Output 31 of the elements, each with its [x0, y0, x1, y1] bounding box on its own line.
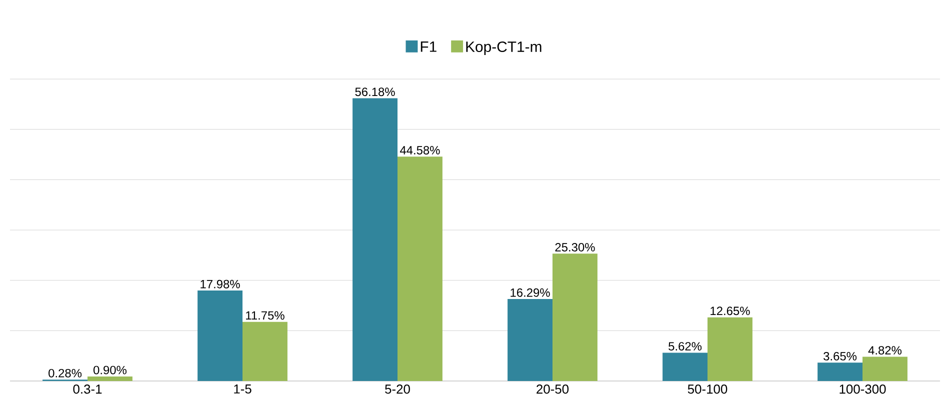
legend-label: Kop-CT1-m [466, 41, 542, 55]
bar [508, 299, 553, 381]
bar [552, 254, 598, 381]
legend-label: F1 [420, 42, 436, 52]
bar [862, 356, 908, 381]
data-label: 4.82% [868, 346, 902, 355]
x-tick-label: 100-300 [840, 384, 886, 394]
data-label: 16.29% [510, 288, 550, 297]
data-label: 25.30% [555, 243, 595, 252]
data-label: 0.28% [48, 368, 82, 378]
x-tick-label: 1-5 [234, 384, 252, 394]
data-label: 17.98% [200, 280, 240, 288]
bar [352, 98, 398, 381]
x-tick-label: 20-50 [536, 384, 569, 394]
bar [818, 362, 863, 381]
x-tick-label: 0.3-1 [73, 384, 102, 394]
bar [708, 317, 752, 381]
x-tick-label: 50-100 [688, 384, 728, 394]
data-label: 44.58% [400, 146, 440, 154]
data-label: 11.75% [246, 311, 284, 320]
data-label: 3.65% [824, 352, 857, 360]
bar [662, 352, 708, 381]
data-label: 5.62% [668, 342, 702, 351]
bar [88, 376, 132, 381]
bar [198, 290, 242, 381]
bar [398, 156, 442, 381]
bar [242, 322, 288, 381]
data-label: 0.90% [93, 366, 126, 374]
x-tick-label: 5-20 [385, 384, 410, 394]
data-label: 56.18% [355, 88, 395, 96]
data-label: 12.65% [710, 306, 750, 316]
